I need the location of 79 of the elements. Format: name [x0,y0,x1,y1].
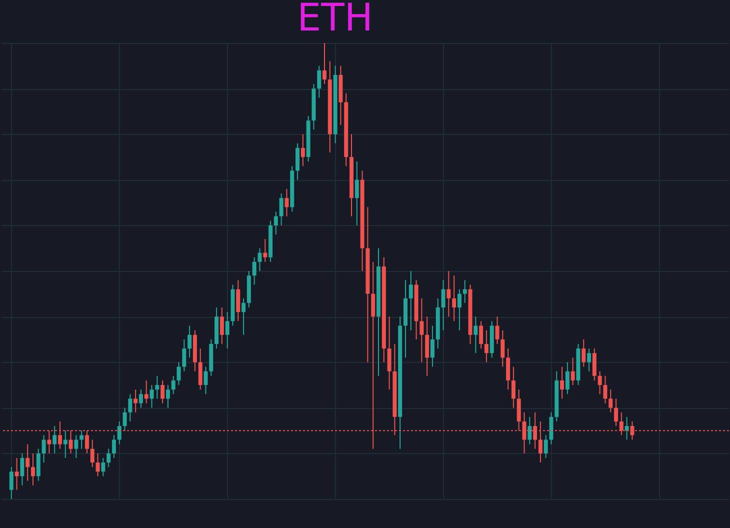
candlestick [317,65,322,98]
candlestick [80,430,84,450]
candlestick [511,366,516,408]
candlestick [182,338,186,372]
candlestick [236,280,240,322]
candlestick [171,375,176,395]
candlestick [74,434,78,458]
candlestick [452,275,456,322]
chart-title: ETH [297,0,373,40]
candlestick [474,316,478,354]
candlestick [462,280,467,304]
candlestick [592,348,596,381]
candlestick [90,439,94,468]
candlestick [150,384,154,408]
candlestick [608,389,613,413]
candlestick [408,270,413,331]
candlestick [128,394,132,422]
candlestick [300,134,305,167]
candlestick [506,348,510,390]
candlestick [296,142,300,180]
candlestick [63,430,68,458]
candlestick [279,192,284,226]
candlestick [528,416,532,445]
candlestick [274,211,278,236]
candlestick [354,161,359,226]
candlestick [284,188,289,217]
candlestick [122,407,127,432]
candlestick [441,280,446,331]
candlestick [101,457,106,477]
candlestick [160,380,165,404]
candlestick [52,426,57,454]
candlestick [220,306,224,344]
candlestick [614,398,618,427]
candlestick [106,448,111,468]
candlestick [500,330,505,368]
candlestick [457,288,462,331]
candlestick [560,366,564,400]
candlestick [26,444,30,482]
candlestick [166,384,170,408]
candlestick [258,248,262,272]
candlestick [30,452,35,486]
candlestick [204,366,208,395]
candlestick [198,348,202,390]
candlestick [242,298,246,336]
candlestick [42,434,46,464]
candlestick [587,348,592,372]
candlestick [117,420,122,445]
candlestick [598,370,602,395]
candlestick [225,312,230,350]
candlestick [420,298,424,363]
candlestick [112,434,116,458]
candlestick [14,457,19,490]
candlestick [425,316,430,376]
candlestick [176,362,181,386]
candlestick [544,434,548,458]
candlestick [9,466,14,500]
candlestick [565,362,570,395]
candlestick [430,325,434,368]
candlestick [134,389,138,413]
candlestick [144,380,148,404]
candlestick [570,357,575,386]
candlestick [252,256,256,286]
candlestick [495,316,500,344]
candlestick [624,416,629,440]
candlestick [603,375,608,404]
candlestick [484,330,488,363]
candlestick [479,320,484,350]
candlestick [155,375,160,400]
candlestick [263,238,268,262]
candlestick [582,338,586,368]
candlestick [138,389,143,408]
candlestick [387,316,392,390]
candlestick [446,270,451,318]
candlestick [188,325,192,358]
candlestick [36,448,40,482]
candlestick [96,452,100,477]
candlestick [322,42,327,85]
candlestick [20,452,24,486]
candlestick [549,412,554,445]
